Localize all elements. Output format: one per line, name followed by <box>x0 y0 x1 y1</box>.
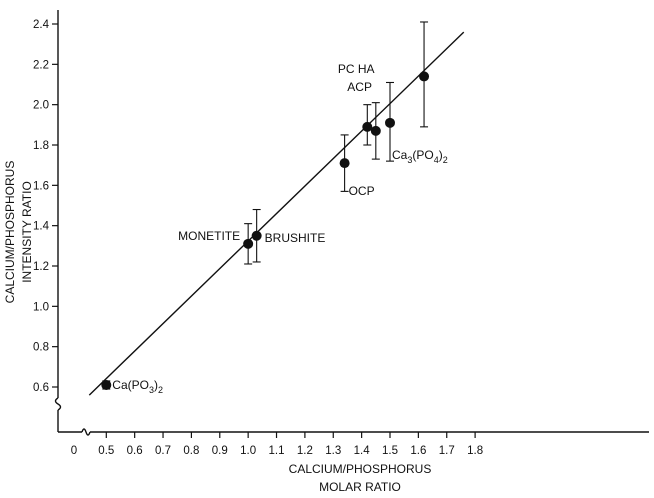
axes <box>54 10 649 436</box>
x-tick-label-7: 1.1 <box>269 445 285 457</box>
y-tick-label-6: 1.8 <box>33 140 49 152</box>
y-tick-label-0: 0.6 <box>33 382 49 394</box>
data-point-1 <box>243 238 254 249</box>
data-point-6 <box>385 117 395 128</box>
y-tick-label-8: 2.2 <box>33 59 49 71</box>
x-tick-label-6: 1.0 <box>240 445 256 457</box>
x-tick-label-9: 1.3 <box>325 445 341 457</box>
x-axis-title-line2: MOLAR RATIO <box>319 480 401 494</box>
data-point-3 <box>339 158 350 169</box>
x-tick-label-12: 1.6 <box>410 445 426 457</box>
data-point-2 <box>251 230 262 241</box>
y-axis-title-line1: CALCIUM/PHOSPHORUS <box>3 161 17 304</box>
x-tick-label-10: 1.4 <box>354 445 371 457</box>
x-axis-title-line1: CALCIUM/PHOSPHORUS <box>289 462 432 476</box>
x-tick-label-1: 0.5 <box>98 445 114 457</box>
ticks: 0 0.5 0.6 0.7 0.8 0.9 1.0 1.1 1.2 1.3 1.4 1.5 1.6 1.7… <box>33 19 483 457</box>
x-tick-label-4: 0.8 <box>183 445 199 457</box>
x-axis-break <box>81 428 91 436</box>
label-ca3-po4-2: Ca3(PO4)2 <box>392 148 448 165</box>
y-tick-label-4: 1.4 <box>33 221 50 233</box>
y-tick-label-3: 1.2 <box>33 261 49 273</box>
x-tick-label-0: 0 <box>71 445 77 457</box>
y-tick-label-2: 1.0 <box>33 301 49 313</box>
y-axis-break <box>54 397 62 411</box>
x-tick-label-14: 1.8 <box>467 445 483 457</box>
label-ocp: OCP <box>349 184 375 198</box>
x-tick-label-8: 1.2 <box>297 445 313 457</box>
x-tick-label-2: 0.6 <box>127 445 143 457</box>
y-tick-label-5: 1.6 <box>33 180 49 192</box>
label-acp: ACP <box>347 80 372 94</box>
label-brushite: BRUSHITE <box>265 231 326 245</box>
y-tick-label-9: 2.4 <box>33 19 50 31</box>
data-point-4 <box>362 121 373 132</box>
label-pc-ha: PC HA <box>338 62 375 76</box>
label-monetite: MONETITE <box>178 229 240 243</box>
data-point-0 <box>101 379 112 390</box>
data-points <box>101 71 430 390</box>
fit-line <box>88 31 465 396</box>
y-tick-label-7: 2.0 <box>33 100 49 112</box>
label-ca-po3: Ca(PO3)2 <box>112 378 163 395</box>
x-tick-label-13: 1.7 <box>439 445 455 457</box>
data-point-5 <box>370 125 381 136</box>
y-tick-label-1: 0.8 <box>33 342 49 354</box>
x-tick-label-3: 0.7 <box>155 445 171 457</box>
data-point-7 <box>419 71 430 82</box>
x-tick-label-11: 1.5 <box>382 445 398 457</box>
y-axis-title-line2: INTENSITY RATIO <box>20 181 34 283</box>
error-bars <box>102 21 429 390</box>
x-tick-label-5: 0.9 <box>212 445 228 457</box>
